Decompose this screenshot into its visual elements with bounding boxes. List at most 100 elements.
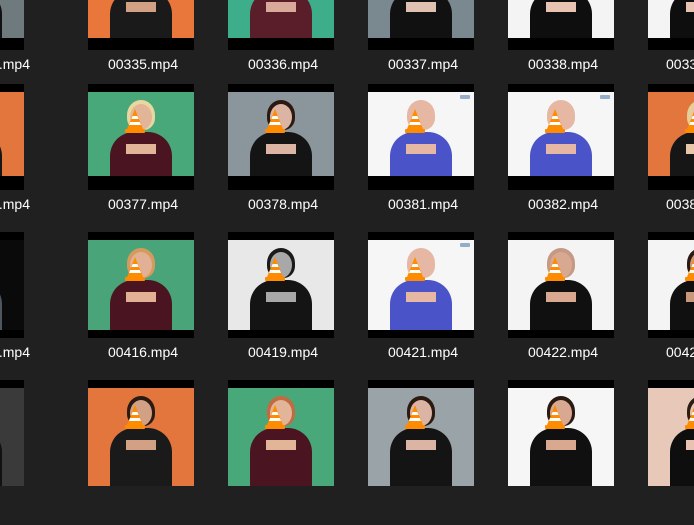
- signer-torso: [110, 280, 172, 330]
- vlc-cone-icon: [404, 108, 426, 134]
- file-name-label: 00382.mp4: [506, 196, 620, 212]
- file-tile[interactable]: [506, 380, 638, 525]
- thumbnail-frame: [508, 240, 614, 330]
- signer-hands: [126, 292, 156, 302]
- thumbnail-frame: [508, 388, 614, 486]
- signer-figure: [88, 388, 194, 486]
- video-thumbnail[interactable]: [508, 0, 614, 50]
- video-thumbnail[interactable]: [648, 0, 694, 50]
- signer-hands: [686, 440, 694, 450]
- signer-hands: [546, 2, 576, 12]
- file-tile[interactable]: 00377.mp4: [86, 84, 218, 229]
- file-name-label: 00338.mp4: [506, 56, 620, 72]
- file-tile[interactable]: 0038: [646, 84, 694, 229]
- thumbnail-frame: [508, 0, 614, 38]
- video-thumbnail[interactable]: [88, 84, 194, 190]
- signer-figure: [508, 0, 614, 38]
- signer-figure: [228, 240, 334, 330]
- vlc-cone-icon: [124, 404, 146, 430]
- file-tile[interactable]: [0, 380, 48, 525]
- signer-hands: [266, 144, 296, 154]
- video-thumbnail[interactable]: [0, 380, 24, 486]
- vlc-cone-icon: [124, 108, 146, 134]
- file-name-label: 0042: [666, 344, 694, 360]
- file-tile[interactable]: 3.mp4: [0, 0, 48, 89]
- signer-figure: [648, 240, 694, 330]
- signer-torso: [670, 280, 694, 330]
- video-thumbnail[interactable]: [648, 232, 694, 338]
- signer-figure: [88, 0, 194, 38]
- file-tile[interactable]: 00422.mp4: [506, 232, 638, 377]
- thumbnail-frame: [0, 92, 24, 176]
- file-tile[interactable]: 5.mp4: [0, 232, 48, 377]
- signer-torso: [670, 132, 694, 176]
- signer-hands: [546, 144, 576, 154]
- thumbnail-frame: [228, 240, 334, 330]
- video-thumbnail[interactable]: [368, 0, 474, 50]
- video-thumbnail[interactable]: [508, 232, 614, 338]
- file-tile[interactable]: 00421.mp4: [366, 232, 498, 377]
- file-name-label: 00422.mp4: [506, 344, 620, 360]
- file-tile[interactable]: 00416.mp4: [86, 232, 218, 377]
- file-tile[interactable]: 6.mp4: [0, 84, 48, 229]
- file-name-label: 00416.mp4: [86, 344, 200, 360]
- vlc-cone-icon: [544, 108, 566, 134]
- video-thumbnail[interactable]: [228, 232, 334, 338]
- file-tile[interactable]: 0033: [646, 0, 694, 89]
- signer-hands: [126, 440, 156, 450]
- vlc-cone-icon: [264, 256, 286, 282]
- video-thumbnail[interactable]: [368, 84, 474, 190]
- video-thumbnail[interactable]: [648, 84, 694, 190]
- file-tile[interactable]: 0042: [646, 232, 694, 377]
- file-tile[interactable]: [86, 380, 218, 525]
- signer-hands: [266, 2, 296, 12]
- vlc-cone-icon: [124, 256, 146, 282]
- thumbnail-frame: [228, 0, 334, 38]
- video-thumbnail[interactable]: [0, 84, 24, 190]
- thumbnail-frame: [648, 388, 694, 486]
- file-name-label: 00377.mp4: [86, 196, 200, 212]
- signer-torso: [0, 0, 2, 38]
- video-thumbnail[interactable]: [0, 0, 24, 50]
- video-thumbnail[interactable]: [368, 232, 474, 338]
- video-thumbnail[interactable]: [0, 232, 24, 338]
- signer-figure: [0, 388, 24, 486]
- video-thumbnail[interactable]: [368, 380, 474, 486]
- signer-hands: [406, 2, 436, 12]
- video-thumbnail[interactable]: [508, 380, 614, 486]
- file-tile[interactable]: 00378.mp4: [226, 84, 358, 229]
- video-thumbnail[interactable]: [228, 380, 334, 486]
- video-thumbnail[interactable]: [88, 380, 194, 486]
- video-thumbnail[interactable]: [88, 232, 194, 338]
- video-thumbnail[interactable]: [88, 0, 194, 50]
- signer-torso: [530, 280, 592, 330]
- vlc-cone-icon: [264, 108, 286, 134]
- file-name-label: 00421.mp4: [366, 344, 480, 360]
- signer-figure: [0, 0, 24, 38]
- video-thumbnail[interactable]: [508, 84, 614, 190]
- file-name-label: 5.mp4: [0, 344, 30, 360]
- signer-torso: [390, 132, 452, 176]
- file-tile[interactable]: [226, 380, 358, 525]
- file-tile[interactable]: 00335.mp4: [86, 0, 218, 89]
- file-name-label: 6.mp4: [0, 196, 30, 212]
- file-tile[interactable]: 00338.mp4: [506, 0, 638, 89]
- file-tile[interactable]: 00336.mp4: [226, 0, 358, 89]
- signer-figure: [88, 240, 194, 330]
- video-thumbnail[interactable]: [228, 84, 334, 190]
- file-tile[interactable]: 00382.mp4: [506, 84, 638, 229]
- signer-torso: [530, 132, 592, 176]
- file-tile[interactable]: 00337.mp4: [366, 0, 498, 89]
- file-tile[interactable]: 00381.mp4: [366, 84, 498, 229]
- file-tile[interactable]: [646, 380, 694, 525]
- file-name-label: 00337.mp4: [366, 56, 480, 72]
- thumbnail-frame: [88, 0, 194, 38]
- video-thumbnail[interactable]: [228, 0, 334, 50]
- thumbnail-frame: [648, 0, 694, 38]
- thumbnail-frame: [0, 0, 24, 38]
- signer-figure: [508, 388, 614, 486]
- signer-hands: [546, 440, 576, 450]
- file-tile[interactable]: [366, 380, 498, 525]
- video-thumbnail[interactable]: [648, 380, 694, 486]
- file-tile[interactable]: 00419.mp4: [226, 232, 358, 377]
